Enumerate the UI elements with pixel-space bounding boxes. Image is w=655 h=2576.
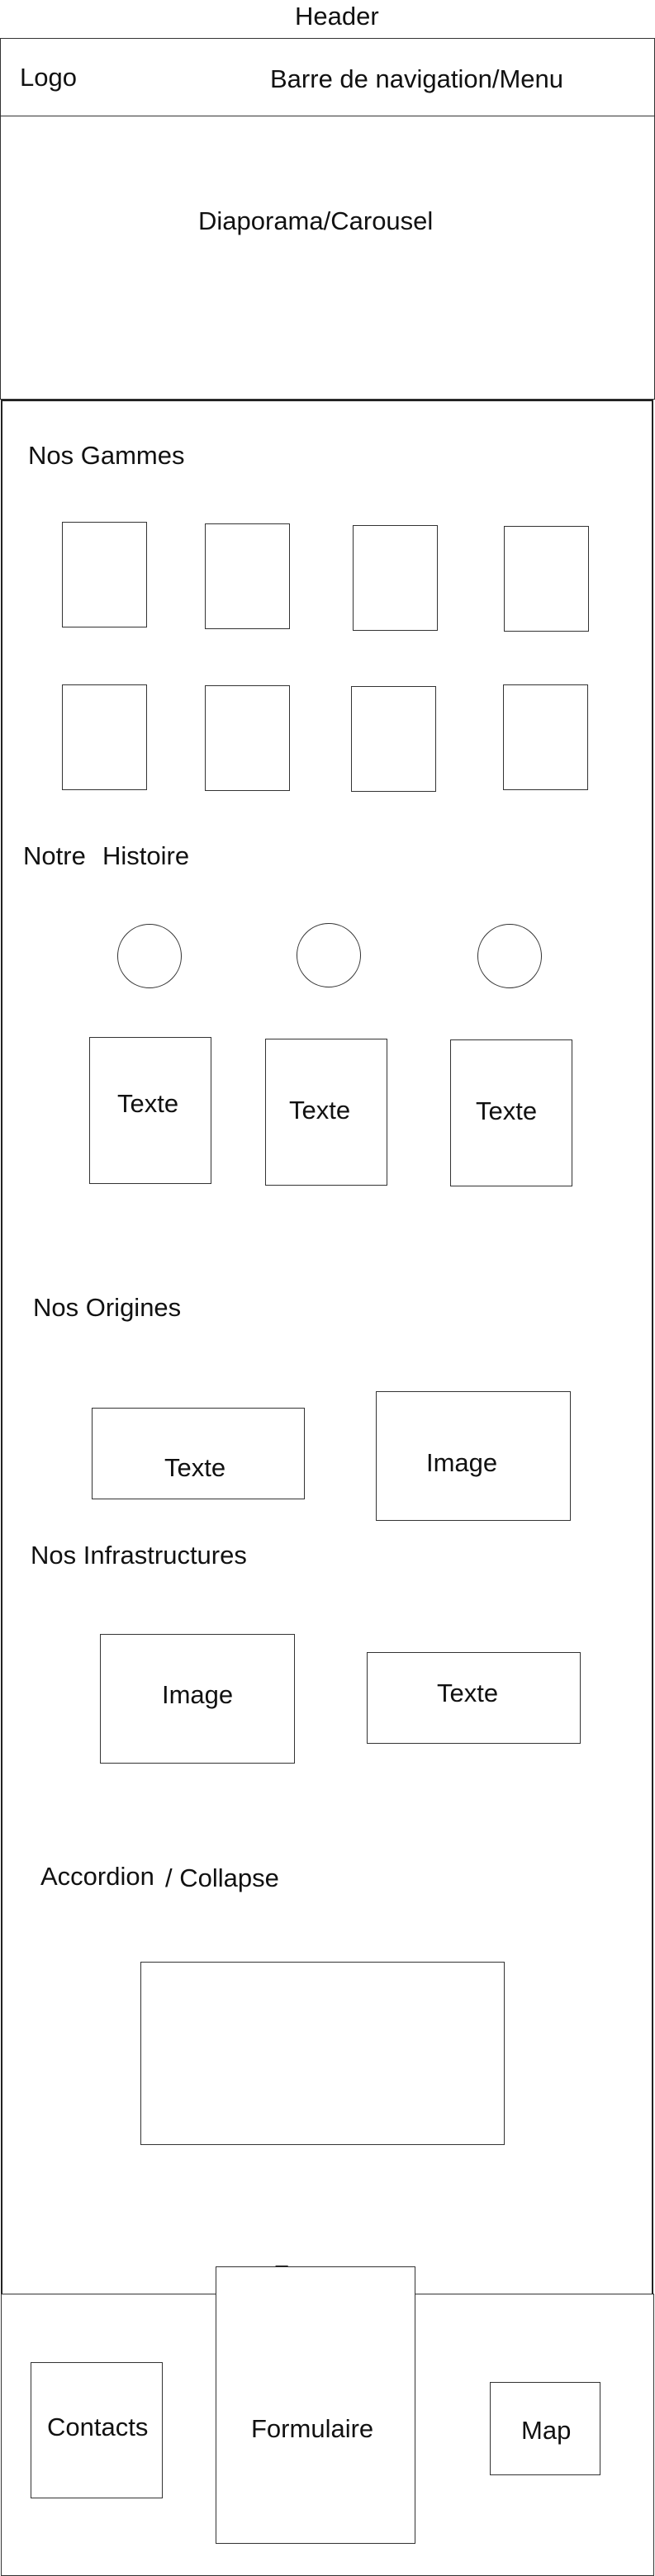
- histoire-title-notre: Notre: [23, 841, 86, 870]
- contacts-box: Contacts: [31, 2362, 163, 2498]
- infrastructures-text-box: Texte: [367, 1652, 581, 1744]
- origines-text-box: Texte: [92, 1408, 305, 1499]
- infrastructures-image-label: Image: [162, 1680, 234, 1709]
- origines-image-label: Image: [426, 1448, 498, 1477]
- gammes-title: Nos Gammes: [28, 441, 185, 470]
- origines-image-box: Image: [376, 1391, 571, 1521]
- histoire-text: Texte: [476, 1096, 538, 1125]
- accordion-title-part2: / Collapse: [165, 1863, 279, 1892]
- form-label: Formulaire: [251, 2414, 374, 2443]
- carousel-label: Diaporama/Carousel: [198, 206, 434, 235]
- gamme-card: [62, 522, 147, 627]
- histoire-text: Texte: [289, 1096, 351, 1125]
- gamme-card: [351, 686, 436, 792]
- infrastructures-title: Nos Infrastructures: [31, 1541, 247, 1570]
- histoire-text-box: Texte: [450, 1039, 572, 1186]
- gamme-card: [62, 684, 147, 790]
- header-block: [0, 38, 655, 400]
- histoire-text-box: Texte: [265, 1039, 387, 1186]
- gamme-card: [205, 685, 290, 791]
- accordion-title-part1: Accordion: [40, 1862, 154, 1891]
- accordion-box: [140, 1962, 505, 2145]
- form-box: Formulaire: [216, 2266, 415, 2544]
- gamme-card: [205, 523, 290, 629]
- header-title: Header: [295, 2, 379, 31]
- origines-title: Nos Origines: [33, 1293, 182, 1322]
- map-box: Map: [490, 2382, 600, 2475]
- gamme-card: [503, 684, 588, 790]
- contacts-label: Contacts: [47, 2413, 149, 2441]
- gamme-card: [353, 525, 438, 631]
- map-label: Map: [521, 2416, 572, 2445]
- histoire-avatar-circle: [117, 924, 182, 988]
- histoire-avatar-circle: [477, 924, 542, 988]
- infrastructures-image-box: Image: [100, 1634, 295, 1764]
- gamme-card: [504, 526, 589, 632]
- histoire-title-histoire: Histoire: [102, 841, 190, 870]
- histoire-text: Texte: [117, 1089, 179, 1118]
- histoire-avatar-circle: [297, 923, 361, 987]
- histoire-text-box: Texte: [89, 1037, 211, 1184]
- infrastructures-text: Texte: [437, 1679, 499, 1707]
- nav-menu: Barre de navigation/Menu: [270, 64, 564, 93]
- logo: Logo: [20, 63, 77, 92]
- origines-text: Texte: [164, 1453, 226, 1482]
